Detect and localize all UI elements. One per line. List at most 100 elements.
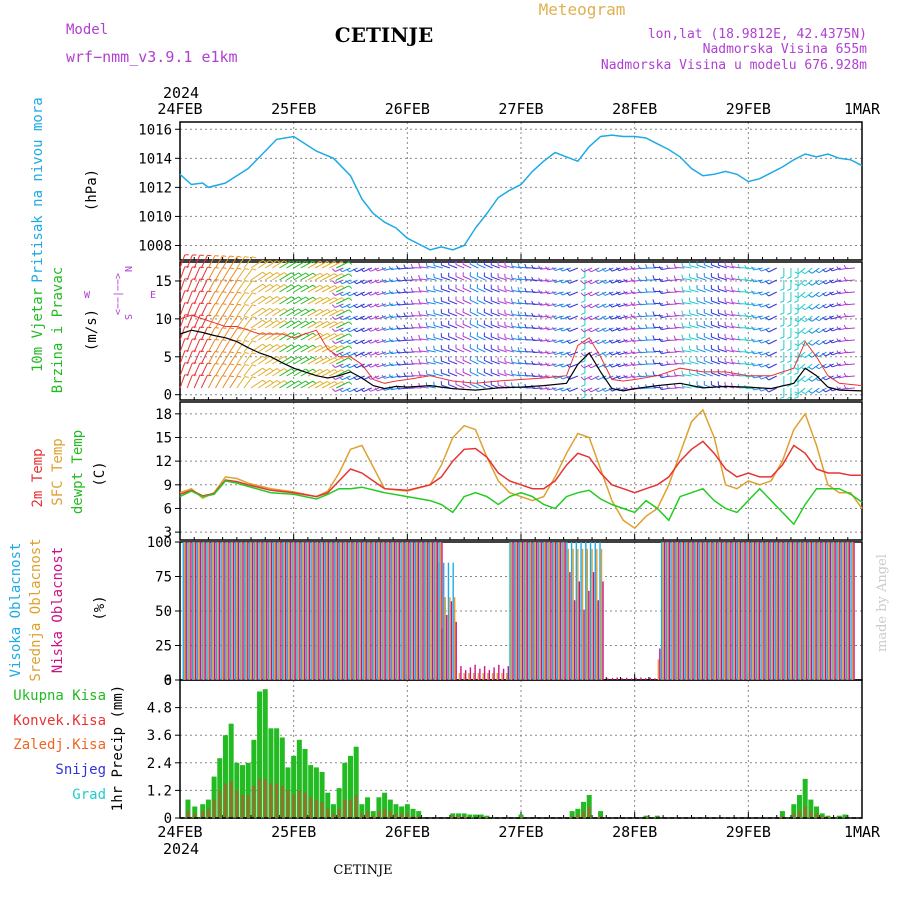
wind-barb-flag (744, 276, 747, 281)
wind-barb (250, 367, 263, 377)
temp-unit: (C) (92, 461, 108, 486)
wind-barb-flag (410, 299, 414, 304)
wind-barb-flag (374, 339, 378, 344)
wind-barb (293, 368, 307, 377)
wind-gust-line (179, 314, 863, 387)
wind-barb-flag (808, 294, 813, 298)
wind-barb-flag (374, 303, 378, 308)
wind-barb-flag (545, 278, 549, 283)
precip-bar-conv (360, 813, 364, 818)
precip-bar-conv (417, 815, 421, 818)
wind-barb (533, 375, 543, 378)
wind-barb (477, 335, 486, 341)
lonlat-label: lon,lat (18.9812E, 42.4375N) (648, 27, 867, 42)
wind-barb (654, 350, 664, 353)
wind-barb (336, 345, 350, 353)
wind-barb (682, 373, 692, 377)
wind-barb-flag (276, 272, 281, 276)
wind-barb-flag (787, 324, 792, 327)
wind-barb-flag (608, 327, 613, 332)
wind-barb (257, 379, 271, 389)
precip-bar-conv (354, 795, 358, 818)
wind-barb (286, 260, 299, 269)
wind-barb (363, 291, 373, 297)
wind-barb (363, 363, 373, 369)
compass-north: N (122, 266, 133, 272)
wind-barb (462, 335, 472, 341)
wind-barb (193, 254, 201, 269)
wind-barb-flag (353, 328, 357, 333)
wind-barb (753, 375, 763, 379)
wind-barb (845, 315, 855, 318)
wind-barb (654, 362, 664, 365)
wind-barb (455, 371, 465, 377)
wind-barb (818, 267, 827, 274)
wind-barb-flag (594, 328, 599, 333)
wind-barb (336, 381, 350, 389)
wind-barb-flag (517, 347, 520, 352)
wind-barb-flag (410, 287, 414, 292)
wind-barb-flag (269, 271, 274, 276)
wind-barb (689, 325, 699, 329)
wind-barb (725, 301, 735, 305)
wind-barb-flag (815, 377, 820, 382)
precip-bar-total (313, 767, 319, 818)
precip-bar-conv (780, 815, 784, 818)
wind-barb-flag (673, 371, 676, 376)
wind-barb-flag (724, 273, 726, 278)
pressure-line (179, 134, 863, 251)
wind-barb-flag (815, 329, 820, 334)
wind-barb-flag (594, 280, 599, 285)
wind-barb (761, 291, 770, 296)
wind-barb-flag (545, 350, 549, 355)
wind-barb (391, 291, 401, 295)
wind-barb-flag (374, 363, 378, 368)
wind-barb (547, 339, 557, 343)
wind-barb (391, 315, 401, 319)
wind-barb-flag (601, 304, 606, 308)
wind-barb (314, 296, 328, 305)
wind-barb-flag (730, 262, 733, 267)
wind-barb-flag (517, 335, 520, 340)
precip-bar-conv (462, 815, 466, 818)
wind-barb (583, 375, 593, 381)
wind-barb (718, 324, 728, 329)
wind-barb-flag (552, 303, 556, 307)
wind-barb-flag (737, 299, 740, 304)
wind-barb-flag (751, 278, 755, 283)
wind-barb-flag (815, 281, 820, 286)
wind-barb (349, 387, 358, 393)
wind-barb-flag (836, 326, 840, 331)
wind-barb-flag (581, 312, 586, 315)
wind-barb-flag (758, 363, 762, 368)
wind-barb-flag (836, 350, 840, 355)
wind-barb (768, 303, 777, 309)
wind-barb (470, 371, 479, 377)
wind-barb-flag (262, 319, 267, 323)
wind-barb-flag (237, 339, 242, 342)
wind-barb-flag (737, 335, 740, 340)
time-label-bottom: 28FEB (612, 823, 657, 841)
wind-barb (321, 309, 335, 317)
wind-barb (455, 311, 465, 317)
wind-barb (484, 300, 493, 305)
wind-barb-flag (566, 340, 570, 344)
wind-barb-flag (510, 346, 513, 351)
wind-barb (222, 303, 231, 317)
wind-barb (477, 323, 486, 329)
wind-barb (377, 291, 387, 296)
wind-barb-flag (396, 277, 399, 282)
wind-barb-flag (681, 298, 684, 303)
y-tick-label: 12 (155, 454, 172, 470)
wind-barb-flag (353, 304, 357, 309)
wind-barb-flag (298, 272, 303, 276)
wind-barb-flag (425, 346, 428, 351)
wind-barb (845, 351, 855, 354)
wind-barb-flag (531, 336, 534, 341)
wind-barb (186, 350, 193, 365)
wind-barb-flag (252, 328, 257, 331)
wind-barb-flag (388, 326, 392, 331)
wind-barb-flag (794, 355, 799, 359)
wind-barb (328, 321, 342, 329)
